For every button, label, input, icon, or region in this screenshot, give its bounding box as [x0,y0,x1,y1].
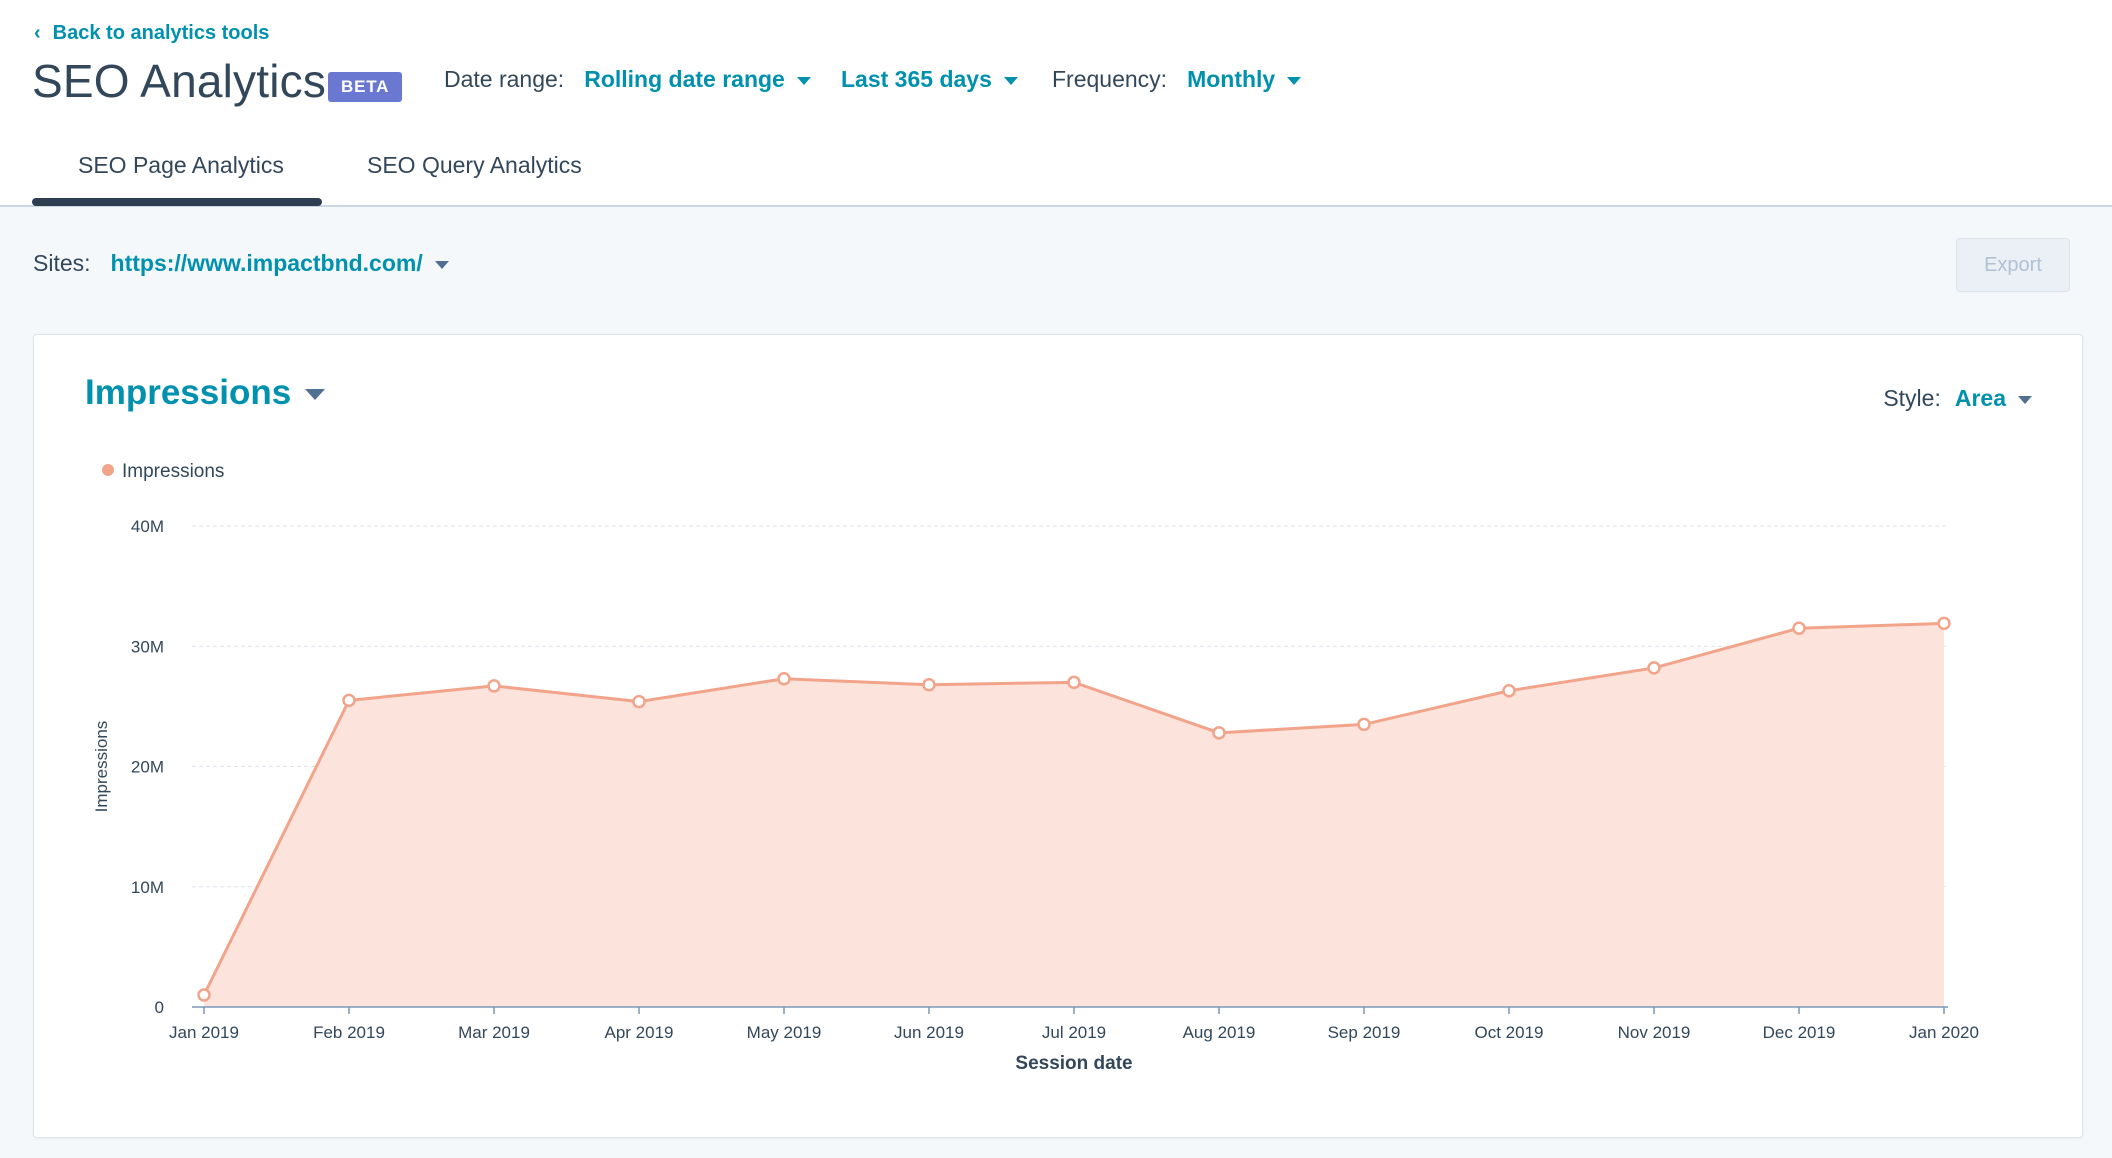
data-point [1647,661,1661,675]
caret-down-icon [1003,76,1018,85]
chart-card: Impressions Style: Area Impressions 0 10M… [33,334,2083,1138]
data-point [777,671,791,686]
impressions-area-chart: Impressions 0 10M 20M 30M 40M Jan 2019 Feb 20… [92,461,1979,1074]
date-range-value: Rolling date range [584,66,785,92]
data-point [1357,717,1371,732]
date-range-filter: Date range: Rolling date range [444,66,811,93]
legend-marker [102,464,114,476]
chart-legend: Impressions [102,461,224,482]
back-link-label: Back to analytics tools [52,22,270,44]
date-range-dropdown[interactable]: Rolling date range [584,66,811,93]
x-tick-label: May 2019 [747,1023,822,1042]
page-header: ‹ Back to analytics tools SEO Analytics … [0,0,2112,207]
style-dropdown[interactable]: Area [1955,385,2032,412]
tab-seo-query-analytics[interactable]: SEO Query Analytics [367,152,582,178]
style-label: Style: [1883,385,1941,411]
active-tab-indicator [32,198,322,206]
data-point [487,679,501,693]
x-tick-label: Apr 2019 [605,1023,674,1042]
page-title: SEO Analytics [32,55,327,107]
sites-value: https://www.impactbnd.com/ [110,250,423,276]
y-tick-label: 20M [131,758,164,777]
export-button[interactable]: Export [1956,238,2070,292]
data-point [197,988,211,1002]
x-tick-label: Nov 2019 [1618,1023,1691,1042]
x-tick-label: Sep 2019 [1328,1023,1401,1042]
x-tick-label: Jul 2019 [1042,1023,1106,1042]
x-tick-label: Mar 2019 [458,1023,530,1042]
frequency-filter: Frequency: Monthly [1052,66,1302,93]
back-to-analytics-link[interactable]: ‹ Back to analytics tools [34,22,269,45]
y-tick-label: 40M [131,517,164,536]
period-filter: Last 365 days [841,66,1018,93]
caret-down-icon [1287,76,1302,85]
x-tick-label: Feb 2019 [313,1023,385,1042]
legend-label: Impressions [122,461,224,482]
period-value: Last 365 days [841,66,992,92]
x-tick-label: Jun 2019 [894,1023,964,1042]
data-point [922,677,936,692]
x-tick-label: Aug 2019 [1183,1023,1256,1042]
frequency-label: Frequency: [1052,66,1168,92]
caret-down-icon [2018,395,2032,404]
y-tick-label: 30M [131,637,164,656]
x-axis-label: Session date [1015,1053,1132,1074]
metric-value: Impressions [85,373,292,412]
x-tick-label: Jan 2019 [169,1023,239,1042]
series-area [204,623,1944,1007]
data-point [1067,675,1081,690]
x-tick-label: Jan 2020 [1909,1023,1979,1042]
caret-down-icon [434,260,449,269]
caret-down-icon [796,76,811,85]
sites-filter: Sites: https://www.impactbnd.com/ [33,250,449,277]
data-point [1502,683,1516,698]
chevron-left-icon: ‹ [34,22,41,44]
frequency-value: Monthly [1187,66,1276,92]
x-tick-label: Dec 2019 [1763,1023,1836,1042]
sites-label: Sites: [33,250,91,276]
date-range-label: Date range: [444,66,565,92]
data-point [1212,726,1226,740]
y-tick-label: 0 [155,998,164,1017]
data-point [1937,616,1951,631]
data-point [632,694,646,709]
sites-dropdown[interactable]: https://www.impactbnd.com/ [111,250,449,277]
caret-down-icon [305,388,326,400]
y-tick-label: 10M [131,878,164,897]
style-value: Area [1954,385,2006,411]
tab-seo-page-analytics[interactable]: SEO Page Analytics [78,152,284,178]
style-filter: Style: Area [1883,385,2032,412]
beta-badge: BETA [328,72,403,102]
frequency-dropdown[interactable]: Monthly [1187,66,1302,93]
x-tick-label: Oct 2019 [1475,1023,1544,1042]
metric-dropdown[interactable]: Impressions [85,373,326,413]
data-point [342,693,356,708]
data-point [1792,621,1806,635]
period-dropdown[interactable]: Last 365 days [841,66,1018,93]
y-axis-label: Impressions [92,721,111,813]
